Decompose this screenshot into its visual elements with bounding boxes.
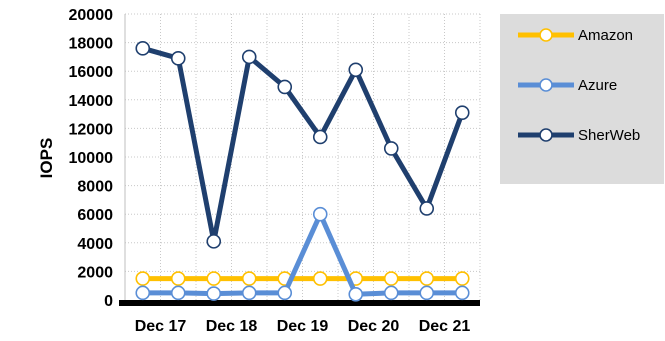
data-point-sherweb xyxy=(312,129,328,145)
y-tick-label: 14000 xyxy=(69,93,114,110)
x-tick-label: Dec 19 xyxy=(277,318,329,335)
data-point-azure xyxy=(419,285,435,301)
data-point-azure xyxy=(312,206,328,222)
legend-label-sherweb: SherWeb xyxy=(578,127,640,144)
legend-box xyxy=(500,14,664,184)
data-point-amazon xyxy=(135,271,151,286)
data-point-sherweb xyxy=(348,62,364,78)
data-point-sherweb xyxy=(170,51,186,66)
data-point-sherweb xyxy=(383,141,399,156)
data-point-azure xyxy=(241,285,257,301)
data-point-azure xyxy=(170,285,186,301)
legend-marker-sherweb xyxy=(539,128,553,142)
x-axis: Dec 17 Dec 18 Dec 19 Dec 20 Dec 21 xyxy=(119,300,480,335)
data-point-azure xyxy=(206,286,222,301)
x-tick-label: Dec 20 xyxy=(348,318,400,335)
y-tick-label: 20000 xyxy=(69,7,114,24)
y-axis-label: IOPS xyxy=(37,138,56,179)
data-point-azure xyxy=(135,285,151,301)
data-point-amazon xyxy=(454,271,470,286)
data-point-sherweb xyxy=(206,234,222,249)
data-point-sherweb xyxy=(135,41,151,56)
data-point-amazon xyxy=(419,271,435,286)
grid-lines xyxy=(125,13,481,300)
data-point-amazon xyxy=(241,271,257,286)
data-point-amazon xyxy=(312,271,328,286)
y-tick-label: 10000 xyxy=(69,150,114,167)
data-point-azure xyxy=(383,285,399,301)
y-tick-label: 18000 xyxy=(69,36,114,53)
y-tick-label: 12000 xyxy=(69,121,114,138)
y-axis: IOPS 0 2000 4000 6000 8000 10000 12000 14000 160… xyxy=(37,7,126,310)
data-point-sherweb xyxy=(241,49,257,65)
legend-marker-azure xyxy=(539,78,553,92)
x-tick-label: Dec 21 xyxy=(419,318,471,335)
y-tick-label: 4000 xyxy=(77,236,113,253)
legend-label-azure: Azure xyxy=(578,77,617,94)
data-point-sherweb xyxy=(419,201,435,216)
data-point-amazon xyxy=(383,271,399,286)
legend: Amazon Azure SherWeb xyxy=(500,14,664,184)
y-tick-label: 6000 xyxy=(77,207,113,224)
data-point-sherweb xyxy=(454,105,470,120)
series-line-sherweb xyxy=(142,45,465,244)
y-tick-label: 8000 xyxy=(77,179,113,196)
data-point-azure xyxy=(277,285,293,301)
data-point-amazon xyxy=(206,271,222,286)
y-tick-label: 2000 xyxy=(77,264,113,281)
legend-marker-amazon xyxy=(539,28,553,42)
data-point-amazon xyxy=(170,271,186,286)
y-tick-label: 16000 xyxy=(69,64,114,81)
data-point-azure xyxy=(348,286,364,302)
data-point-azure xyxy=(454,285,470,301)
series-layer xyxy=(135,41,470,302)
legend-label-amazon: Amazon xyxy=(578,27,633,44)
series-line-azure xyxy=(142,211,463,297)
x-tick-label: Dec 18 xyxy=(206,318,258,335)
y-tick-label: 0 xyxy=(104,293,113,310)
x-tick-label: Dec 17 xyxy=(135,318,187,335)
data-point-sherweb xyxy=(277,79,293,95)
